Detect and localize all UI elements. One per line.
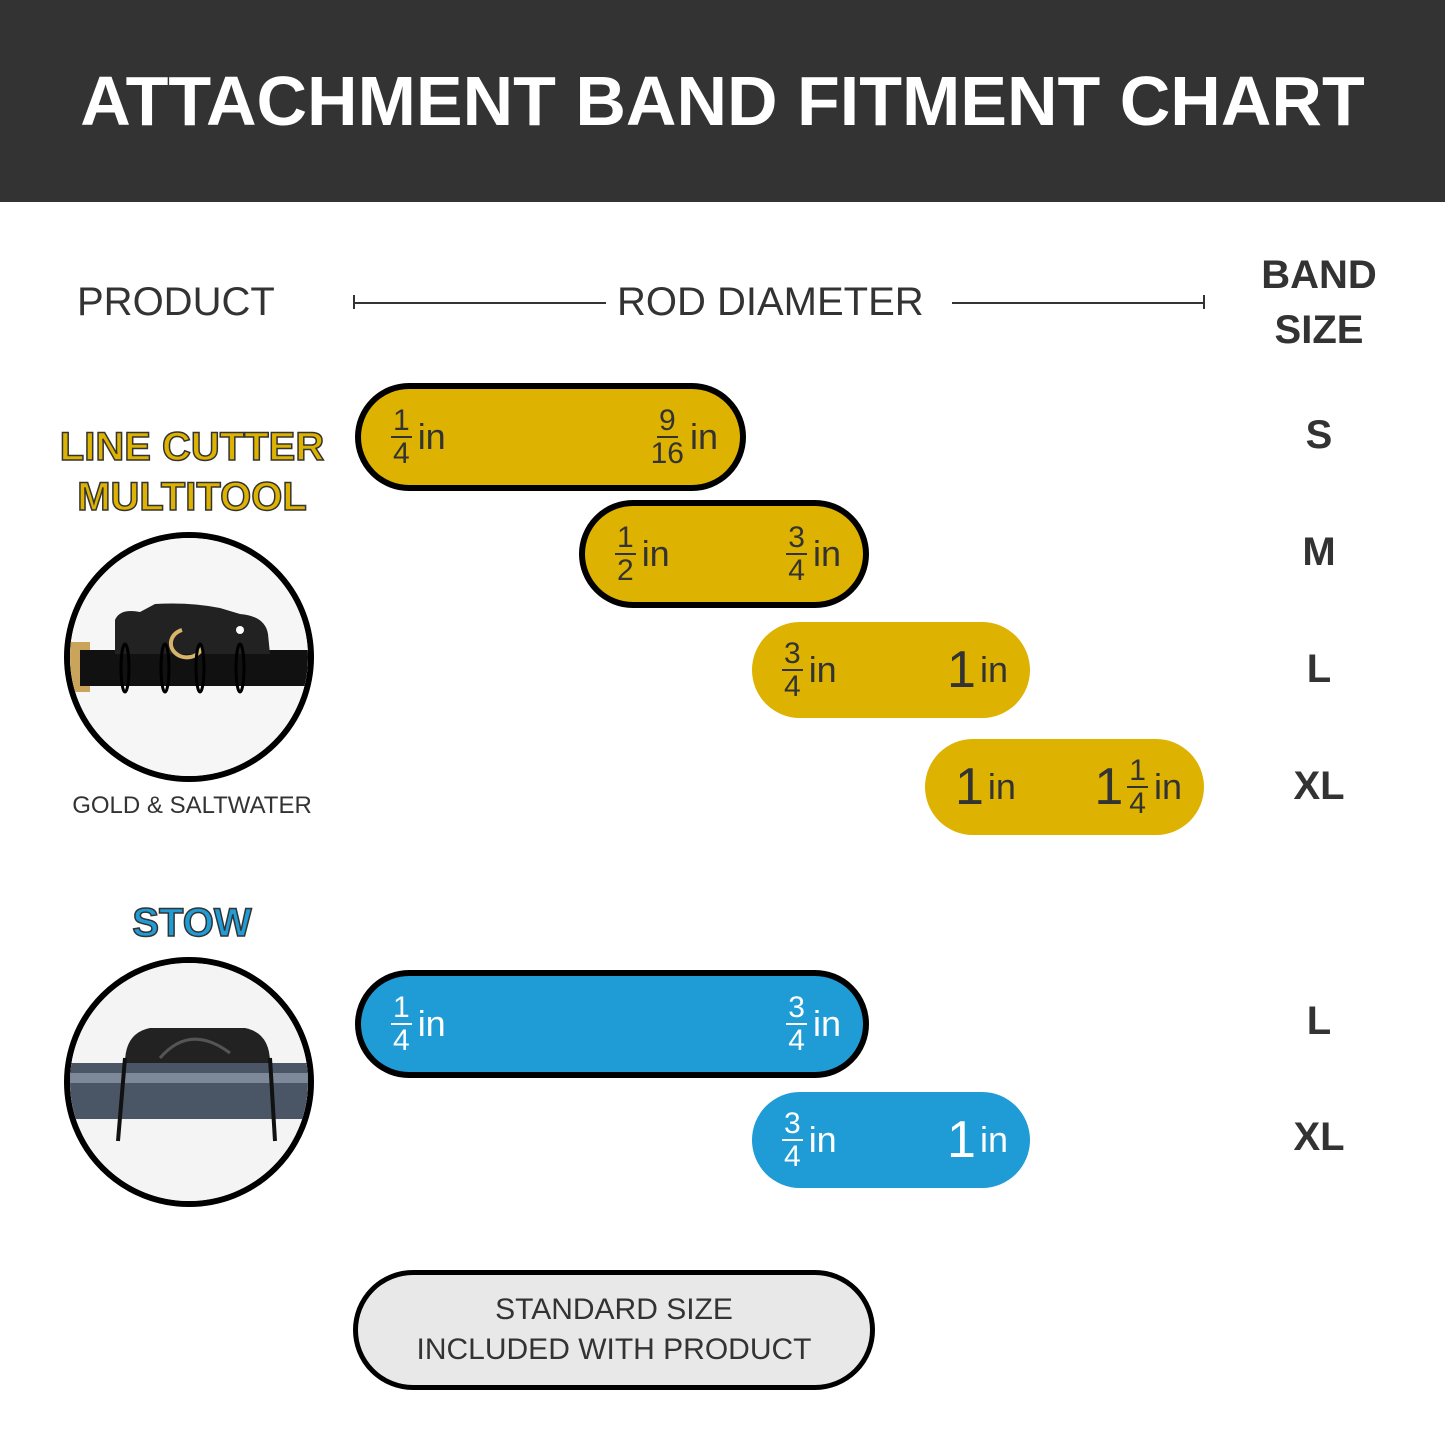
unit-label: in xyxy=(987,766,1016,807)
diameter-value: 1 4 in xyxy=(391,405,446,469)
fraction: 9 16 xyxy=(651,405,684,469)
product-name-line-cutter: LINE CUTTER MULTITOOL xyxy=(42,422,342,522)
unit-label: in xyxy=(689,416,718,457)
range-rule-left xyxy=(353,302,606,304)
band-size-header-line1: BAND xyxy=(1261,253,1377,297)
product-name-line1: LINE CUTTER xyxy=(59,424,325,470)
denominator: 16 xyxy=(650,437,684,470)
numerator: 9 xyxy=(656,404,678,438)
denominator: 4 xyxy=(784,670,801,703)
band-size-label: L xyxy=(1306,647,1332,691)
denominator: 4 xyxy=(788,1024,805,1057)
numerator: 1 xyxy=(391,991,412,1025)
stow-on-rod-icon xyxy=(70,963,308,1201)
whole-number: 1 xyxy=(947,1111,976,1169)
whole-number: 1 xyxy=(955,758,984,816)
diameter-value: 3 4 in xyxy=(786,992,841,1056)
line-cutter-on-rod-icon xyxy=(70,538,308,776)
denominator: 4 xyxy=(788,554,805,587)
band-size-label: XL xyxy=(1293,1115,1345,1159)
standard-size-legend: STANDARD SIZE INCLUDED WITH PRODUCT xyxy=(353,1270,875,1390)
diameter-value: 1 in xyxy=(947,640,1008,700)
denominator: 4 xyxy=(393,1024,410,1057)
denominator: 4 xyxy=(784,1140,801,1173)
band-size-label: S xyxy=(1305,413,1333,457)
numerator: 1 xyxy=(1127,754,1148,788)
diameter-value: 1 2 in xyxy=(615,522,670,586)
page-title: ATTACHMENT BAND FITMENT CHART xyxy=(80,62,1365,140)
product-caption: GOLD & SALTWATER xyxy=(72,792,312,819)
unit-label: in xyxy=(808,1119,837,1160)
unit-label: in xyxy=(808,649,837,690)
numerator: 1 xyxy=(391,404,412,438)
line-cutter-product-image xyxy=(64,532,314,782)
numerator: 3 xyxy=(786,991,807,1025)
unit-label: in xyxy=(812,1003,841,1044)
band-range-l: 3 4 in 1 in xyxy=(752,622,1030,718)
numerator: 3 xyxy=(782,1107,803,1141)
numerator: 3 xyxy=(786,521,807,555)
diameter-value: 1 in xyxy=(955,757,1016,817)
product-column-header: PRODUCT xyxy=(77,280,275,324)
diameter-value: 1 4 in xyxy=(391,992,446,1056)
unit-label: in xyxy=(417,1003,446,1044)
diameter-value: 9 16 in xyxy=(651,405,718,469)
diameter-value: 3 4 in xyxy=(782,638,837,702)
diameter-value: 1 1 4 in xyxy=(1094,755,1182,819)
rod-diameter-header: ROD DIAMETER xyxy=(617,280,924,324)
diameter-value: 3 4 in xyxy=(786,522,841,586)
band-size-label: L xyxy=(1306,999,1332,1043)
band-range-m: 1 2 in 3 4 in xyxy=(579,500,869,608)
range-rule-right xyxy=(952,302,1204,304)
diameter-value: 3 4 in xyxy=(782,1108,837,1172)
diameter-value: 1 in xyxy=(947,1110,1008,1170)
unit-label: in xyxy=(417,416,446,457)
unit-label: in xyxy=(812,533,841,574)
whole-number: 1 xyxy=(1094,758,1124,816)
numerator: 1 xyxy=(615,521,636,555)
band-range-l: 1 4 in 3 4 in xyxy=(355,970,869,1078)
unit-label: in xyxy=(641,533,670,574)
legend-line1: STANDARD SIZE xyxy=(495,1293,733,1326)
band-range-xl: 3 4 in 1 in xyxy=(752,1092,1030,1188)
stow-product-image xyxy=(64,957,314,1207)
band-size-header-line2: SIZE xyxy=(1274,308,1364,352)
denominator: 2 xyxy=(617,554,634,587)
band-range-xl: 1 in 1 1 4 in xyxy=(925,739,1204,835)
band-range-s: 1 4 in 9 16 in xyxy=(355,383,746,491)
numerator: 3 xyxy=(782,637,803,671)
band-size-label: M xyxy=(1302,530,1336,574)
denominator: 4 xyxy=(1129,787,1146,820)
header-bar: ATTACHMENT BAND FITMENT CHART xyxy=(0,0,1445,202)
unit-label: in xyxy=(979,1119,1008,1160)
band-size-label: XL xyxy=(1293,764,1345,808)
unit-label: in xyxy=(1153,766,1182,807)
denominator: 4 xyxy=(393,437,410,470)
product-name-line2: MULTITOOL xyxy=(76,474,307,520)
product-name-stow: STOW xyxy=(132,900,253,946)
band-size-header: BAND SIZE xyxy=(1239,248,1399,358)
unit-label: in xyxy=(979,649,1008,690)
legend-line2: INCLUDED WITH PRODUCT xyxy=(416,1333,812,1366)
range-rule-end-tick xyxy=(1203,295,1205,309)
whole-number: 1 xyxy=(947,641,976,699)
